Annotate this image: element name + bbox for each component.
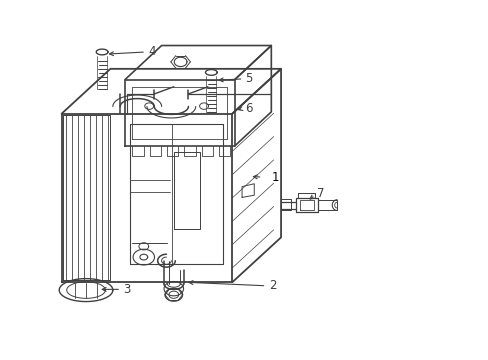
Text: 5: 5 bbox=[245, 72, 252, 85]
Text: 3: 3 bbox=[123, 283, 131, 296]
Text: 7: 7 bbox=[316, 187, 324, 200]
Text: 4: 4 bbox=[148, 45, 155, 58]
Text: 6: 6 bbox=[245, 102, 252, 115]
Text: 1: 1 bbox=[271, 171, 278, 184]
Text: 2: 2 bbox=[268, 279, 276, 292]
